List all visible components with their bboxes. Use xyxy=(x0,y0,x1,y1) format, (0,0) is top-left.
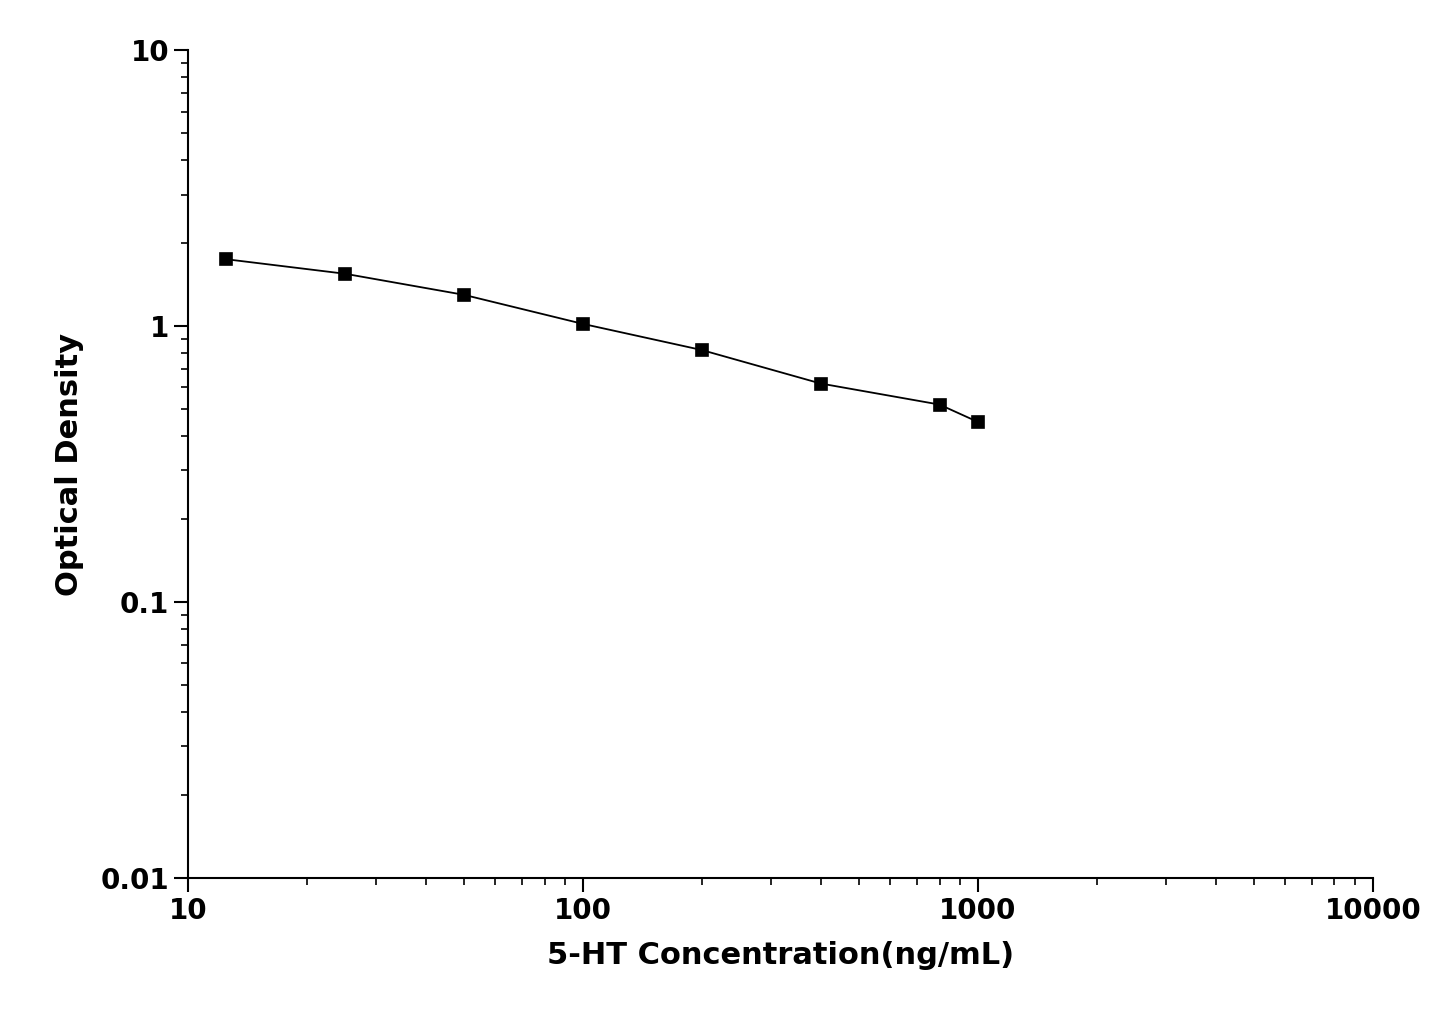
X-axis label: 5-HT Concentration(ng/mL): 5-HT Concentration(ng/mL) xyxy=(546,941,1014,971)
Y-axis label: Optical Density: Optical Density xyxy=(55,333,84,595)
